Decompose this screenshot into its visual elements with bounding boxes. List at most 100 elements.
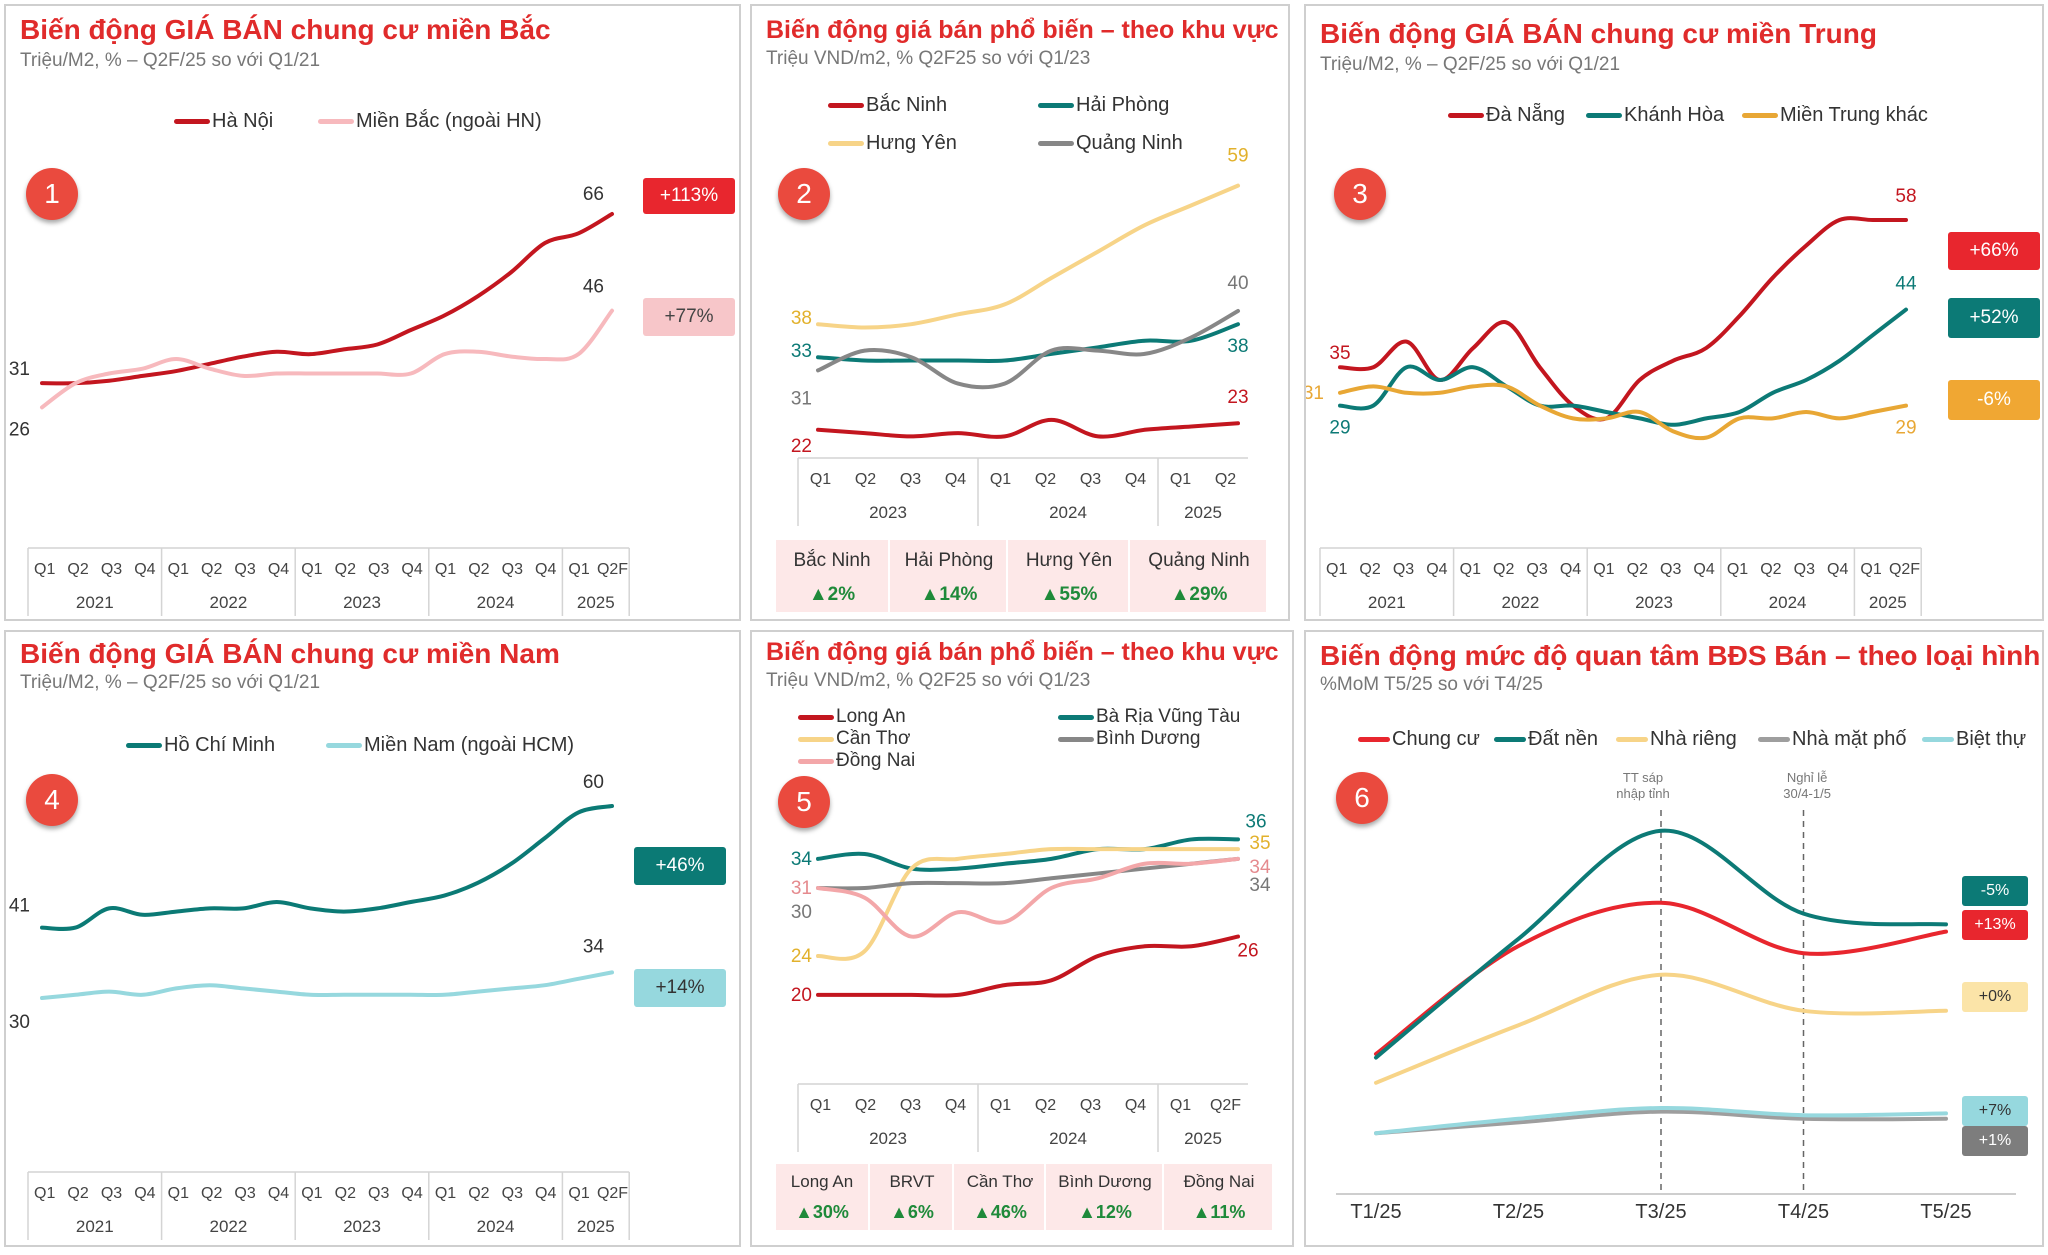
panel-subtitle: Triệu VND/m2, % Q2F25 so với Q1/23 [766, 48, 1091, 69]
axis-tick-label: Q2 [201, 1185, 222, 1202]
axis-tick-label: Q2 [1215, 471, 1236, 488]
series-line [40, 308, 614, 410]
axis-year-label: 2021 [76, 593, 114, 612]
axis-tick-label: Q3 [368, 561, 389, 578]
axis-tick-label: Q3 [101, 1185, 122, 1202]
data-label: 60 [583, 772, 604, 793]
legend-item: Bình Dương [1058, 728, 1200, 750]
footer-cell: Long An ▲30% [776, 1164, 868, 1230]
axis-tick-label: Q2F [1210, 1097, 1241, 1114]
footer-summary: Bắc Ninh ▲2% Hải Phòng ▲14% Hưng Yên ▲55… [776, 540, 1266, 612]
data-label: 20 [791, 985, 812, 1006]
axis-year-label: 2023 [869, 503, 907, 522]
footer-cell: Bắc Ninh ▲2% [776, 540, 888, 612]
legend-swatch [1358, 737, 1390, 742]
panel-title: Biến động GIÁ BÁN chung cư miền Trung [1320, 18, 1877, 49]
axis-tick-label: Q1 [34, 561, 55, 578]
legend-label: Nhà riêng [1650, 728, 1737, 750]
panel-title: Biến động GIÁ BÁN chung cư miền Bắc [20, 14, 551, 45]
legend-item: Khánh Hòa [1586, 104, 1724, 127]
legend-item: Hưng Yên [828, 132, 957, 155]
footer-cell: Hải Phòng ▲14% [888, 540, 1008, 612]
axis-year-label: 2024 [1049, 503, 1087, 522]
legend-item: Hải Phòng [1038, 94, 1169, 117]
footer-name: BRVT [889, 1172, 935, 1191]
panel-5: 2023 2024 2025 Q1 Q2 Q3 Q4 Q1 Q2 Q3 Q4 Q1 Q2F 20 34 24 3… [750, 630, 1294, 1247]
axis-tick-label: Q4 [401, 1185, 422, 1202]
annotation-text: nhập tỉnh [1616, 786, 1670, 801]
axis-tick-label: Q1 [1326, 561, 1347, 578]
legend-item: Chung cư [1358, 728, 1480, 751]
series-line [40, 212, 614, 386]
axis-tick-label: Q3 [368, 1185, 389, 1202]
axis-tick-label: Q1 [810, 1097, 831, 1114]
axis-tick-label: Q2 [1760, 561, 1781, 578]
axis-year-label: 2023 [1635, 593, 1673, 612]
axis-tick-label: Q1 [1593, 561, 1614, 578]
legend-label: Khánh Hòa [1624, 104, 1725, 126]
axis-year-label: 2025 [1869, 593, 1907, 612]
axis-tick-label: Q4 [1560, 561, 1581, 578]
series-line [816, 836, 1240, 872]
change-tag: +1% [1962, 1126, 2028, 1156]
axis-tick-label: Q4 [268, 1185, 289, 1202]
annotation-text: 30/4-1/5 [1783, 786, 1831, 801]
legend-item: Bắc Ninh [828, 94, 947, 117]
legend-label: Hồ Chí Minh [164, 734, 276, 756]
change-tag: +14% [634, 969, 726, 1007]
legend-item: Quảng Ninh [1038, 132, 1183, 155]
panel-number-badge: 4 [26, 774, 78, 826]
data-label: 29 [1895, 418, 1916, 439]
footer-cell: Bình Dương ▲12% [1044, 1164, 1164, 1230]
panel-number-badge: 3 [1334, 168, 1386, 220]
chart-5-svg: 2023 2024 2025 Q1 Q2 Q3 Q4 Q1 Q2 Q3 Q4 Q1 Q2F 20 34 24 3… [791, 811, 1271, 1152]
change-tag: +0% [1962, 982, 2028, 1012]
axis-tick-label: Q3 [900, 471, 921, 488]
axis-tick-label: Q1 [34, 1185, 55, 1202]
legend-item: Hồ Chí Minh [126, 734, 275, 757]
legend-swatch [798, 736, 834, 742]
panel-subtitle: %MoM T5/25 so với T4/25 [1320, 674, 1543, 695]
data-label: 40 [1227, 273, 1248, 294]
data-label: 31 [1306, 383, 1324, 404]
axis-tick-label: Q2 [1359, 561, 1380, 578]
axis-tick-label: Q4 [1827, 561, 1848, 578]
legend-label: Hà Nội [212, 110, 274, 132]
legend-label: Bắc Ninh [866, 94, 948, 116]
axis-tick-label: Q2 [67, 1185, 88, 1202]
axis-tick-label: Q4 [945, 1097, 966, 1114]
chart-3-svg: 2021 2022 2023 2024 2025 Q1 Q2 Q3 Q4 Q1 Q2 Q3 Q4 Q1 Q2… [1306, 186, 1922, 616]
legend-item: Đất nền [1494, 728, 1598, 751]
legend-label: Miền Nam (ngoài HCM) [364, 734, 575, 756]
footer-change: ▲14% [920, 584, 978, 605]
legend-item: Miền Trung khác [1742, 104, 1928, 127]
axis-tick-label: Q2 [468, 561, 489, 578]
legend-swatch [1922, 737, 1954, 742]
series-line [40, 970, 614, 1000]
data-label: 30 [9, 1012, 30, 1033]
axis-tick-label: Q4 [1693, 561, 1714, 578]
legend-item: Cần Thơ [798, 728, 910, 750]
axis-tick-label: Q2F [1889, 561, 1920, 578]
footer-name: Cần Thơ [966, 1172, 1034, 1191]
axis-tick-label: Q2 [1035, 1097, 1056, 1114]
legend-swatch [1038, 141, 1074, 146]
legend-item: Miền Bắc (ngoài HN) [318, 110, 542, 133]
panel-number-badge: 6 [1336, 772, 1388, 824]
legend-swatch [1448, 113, 1484, 118]
axis-tick-label: Q4 [1426, 561, 1447, 578]
legend-label: Cần Thơ [836, 728, 911, 749]
axis-tick-label: Q1 [810, 471, 831, 488]
legend-swatch [174, 119, 210, 124]
legend-swatch [326, 743, 362, 748]
axis-tick-label: Q3 [900, 1097, 921, 1114]
panel-subtitle: Triệu VND/m2, % Q2F25 so với Q1/23 [766, 670, 1091, 691]
change-tag: +52% [1948, 298, 2040, 338]
legend-swatch [798, 714, 834, 720]
series-line [816, 856, 1240, 939]
axis-year-label: 2023 [343, 593, 381, 612]
axis-tick-label: Q2 [855, 471, 876, 488]
footer-name: Đồng Nai [1183, 1172, 1255, 1191]
series-line [1374, 1109, 1948, 1136]
panel-subtitle: Triệu/M2, % – Q2F/25 so với Q1/21 [1320, 54, 1621, 75]
